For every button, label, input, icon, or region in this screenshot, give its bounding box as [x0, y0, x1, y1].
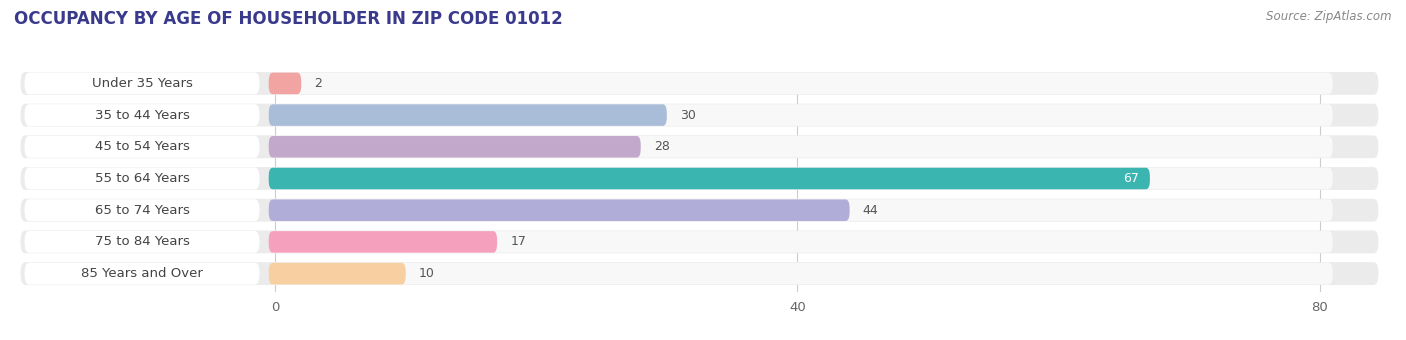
- FancyBboxPatch shape: [21, 72, 1378, 95]
- FancyBboxPatch shape: [269, 104, 666, 126]
- FancyBboxPatch shape: [24, 136, 260, 158]
- FancyBboxPatch shape: [269, 231, 1333, 253]
- Text: 45 to 54 Years: 45 to 54 Years: [94, 140, 190, 153]
- Text: 55 to 64 Years: 55 to 64 Years: [94, 172, 190, 185]
- Text: 67: 67: [1123, 172, 1139, 185]
- FancyBboxPatch shape: [269, 136, 1333, 157]
- Text: Under 35 Years: Under 35 Years: [91, 77, 193, 90]
- Text: 2: 2: [315, 77, 322, 90]
- FancyBboxPatch shape: [269, 73, 301, 94]
- FancyBboxPatch shape: [269, 263, 406, 284]
- Text: 28: 28: [654, 140, 669, 153]
- Text: 44: 44: [863, 204, 879, 217]
- Text: Source: ZipAtlas.com: Source: ZipAtlas.com: [1267, 10, 1392, 23]
- Text: 35 to 44 Years: 35 to 44 Years: [94, 108, 190, 122]
- FancyBboxPatch shape: [21, 135, 1378, 158]
- FancyBboxPatch shape: [269, 168, 1150, 189]
- Text: 30: 30: [681, 108, 696, 122]
- FancyBboxPatch shape: [269, 200, 1333, 221]
- FancyBboxPatch shape: [21, 104, 1378, 126]
- Text: 17: 17: [510, 235, 526, 249]
- FancyBboxPatch shape: [269, 136, 641, 157]
- FancyBboxPatch shape: [21, 199, 1378, 222]
- FancyBboxPatch shape: [24, 168, 260, 189]
- FancyBboxPatch shape: [21, 262, 1378, 285]
- Text: 85 Years and Over: 85 Years and Over: [82, 267, 202, 280]
- FancyBboxPatch shape: [21, 231, 1378, 253]
- FancyBboxPatch shape: [269, 200, 849, 221]
- FancyBboxPatch shape: [269, 231, 498, 253]
- FancyBboxPatch shape: [24, 72, 260, 94]
- FancyBboxPatch shape: [24, 104, 260, 126]
- FancyBboxPatch shape: [24, 263, 260, 285]
- FancyBboxPatch shape: [269, 263, 1333, 284]
- FancyBboxPatch shape: [24, 231, 260, 253]
- FancyBboxPatch shape: [269, 73, 1333, 94]
- Text: 10: 10: [419, 267, 434, 280]
- Text: 75 to 84 Years: 75 to 84 Years: [94, 235, 190, 249]
- FancyBboxPatch shape: [21, 167, 1378, 190]
- FancyBboxPatch shape: [24, 199, 260, 221]
- FancyBboxPatch shape: [269, 168, 1333, 189]
- Text: OCCUPANCY BY AGE OF HOUSEHOLDER IN ZIP CODE 01012: OCCUPANCY BY AGE OF HOUSEHOLDER IN ZIP C…: [14, 10, 562, 28]
- Text: 65 to 74 Years: 65 to 74 Years: [94, 204, 190, 217]
- FancyBboxPatch shape: [269, 104, 1333, 126]
